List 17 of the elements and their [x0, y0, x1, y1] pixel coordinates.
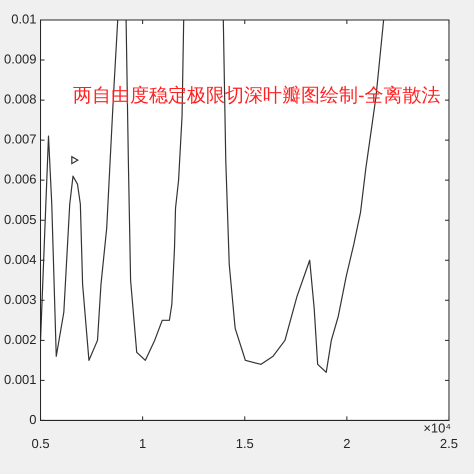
y-tick-label: 0.002: [4, 332, 37, 347]
y-tick-label: 0.001: [4, 372, 37, 387]
x-tick-label: 0.5: [31, 436, 50, 451]
x-tick-label: 1.5: [236, 436, 254, 451]
y-tick-label: 0.009: [4, 52, 37, 67]
y-tick-label: 0.008: [4, 92, 37, 107]
y-tick-label: 0.003: [4, 292, 37, 307]
y-tick-label: 0.005: [4, 212, 37, 227]
x-tick-label: 2.5: [440, 436, 458, 451]
y-tick-label: 0.01: [11, 12, 37, 27]
y-tick-label: 0.007: [4, 132, 37, 147]
y-tick-label: 0.004: [4, 252, 37, 267]
y-tick-label: 0: [29, 412, 37, 427]
y-tick-label: 0.006: [4, 172, 37, 187]
text: ×10⁴: [423, 420, 451, 436]
x-tick-label: 1: [139, 436, 146, 451]
x-tick-label: 2: [343, 436, 350, 451]
